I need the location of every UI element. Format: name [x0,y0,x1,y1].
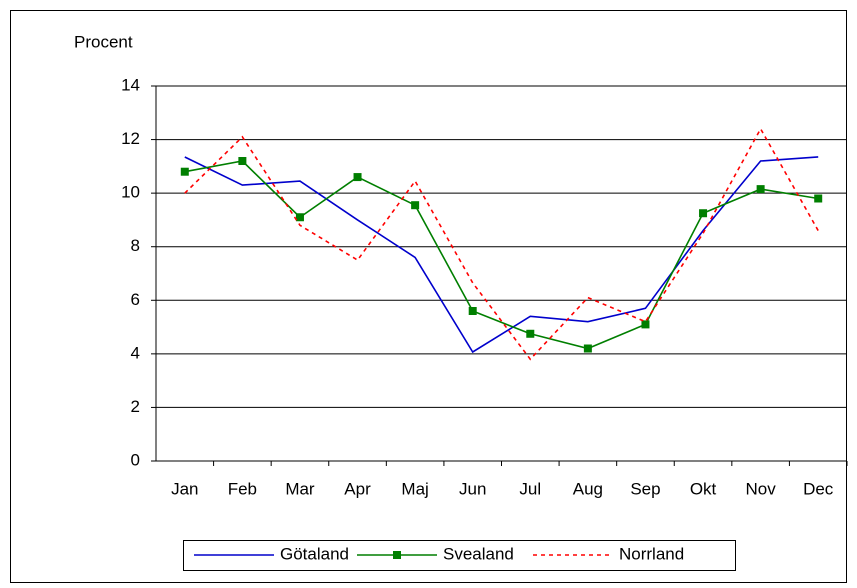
x-tick-label: Mar [285,479,315,498]
series-marker [411,201,420,210]
series-marker [699,209,708,218]
series-line [184,156,819,354]
x-tick-label: Okt [690,479,717,498]
x-tick-label: Jul [519,479,541,498]
x-tick-label: Aug [573,479,603,498]
y-axis-label: Procent [74,32,133,51]
y-tick-label: 12 [121,129,140,148]
series-marker [468,307,477,315]
y-tick-label: 14 [121,75,140,94]
y-tick-label: 10 [121,183,140,202]
x-tick-label: Apr [344,479,371,498]
series-marker [814,194,823,203]
y-tick-label: 0 [131,450,140,469]
series-line [184,127,819,361]
y-tick-label: 8 [131,236,140,255]
x-tick-label: Maj [401,479,428,498]
y-tick-label: 2 [131,397,140,416]
x-tick-label: Jan [171,479,198,498]
series-marker [526,329,535,338]
series-marker [756,185,765,194]
legend-marker [393,551,401,559]
series-marker [295,213,304,222]
x-tick-label: Sep [630,479,660,498]
series-line [184,160,819,350]
y-tick-label: 4 [131,343,140,362]
series-marker [583,344,592,353]
x-tick-label: Jun [459,479,486,498]
series-marker [353,173,362,182]
x-tick-label: Dec [803,479,834,498]
y-tick-label: 6 [131,290,140,309]
legend-label: Svealand [443,544,514,563]
series-marker [238,157,247,165]
x-tick-label: Feb [228,479,257,498]
x-tick-label: Nov [746,479,777,498]
series-marker [641,320,650,329]
legend-box [183,540,736,571]
chart-frame [10,10,847,583]
legend-label: Götaland [280,544,349,563]
series-marker [180,167,189,176]
legend-label: Norrland [619,544,684,563]
